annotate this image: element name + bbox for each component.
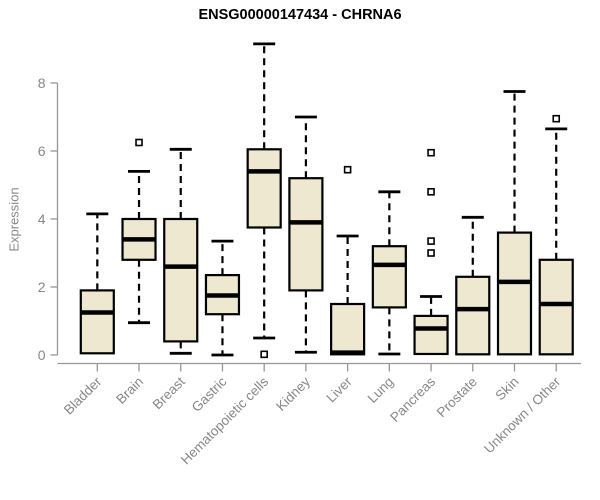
- outlier-point: [260, 350, 268, 359]
- outlier-point: [427, 237, 435, 245]
- x-tick-label: Unknown / Other: [481, 374, 564, 457]
- outlier-point: [552, 114, 561, 123]
- y-tick-label: 2: [38, 279, 46, 295]
- x-tick-label: Brain: [113, 374, 146, 407]
- iqr-box: [330, 302, 366, 356]
- iqr-box: [538, 258, 574, 356]
- outlier-point: [135, 138, 143, 147]
- x-tick-label: Liver: [323, 374, 355, 406]
- iqr-box: [79, 289, 115, 355]
- chart-title: ENSG00000147434 - CHRNA6: [198, 7, 402, 23]
- iqr-box: [246, 148, 282, 229]
- x-tick-label: Bladder: [61, 374, 105, 418]
- x-tick-label: Skin: [492, 374, 521, 403]
- iqr-box: [413, 314, 449, 356]
- iqr-box: [371, 245, 407, 309]
- iqr-box: [455, 275, 491, 356]
- x-tick-label: Kidney: [273, 374, 313, 414]
- y-tick-label: 0: [38, 347, 46, 363]
- x-tick-label: Prostate: [434, 374, 480, 420]
- x-tick-label: Lung: [365, 374, 397, 406]
- y-tick-label: 8: [38, 75, 46, 91]
- outlier-point: [343, 165, 352, 174]
- outlier-point: [427, 188, 435, 196]
- outlier-point: [427, 249, 435, 257]
- iqr-box: [288, 177, 324, 292]
- y-tick-label: 4: [38, 211, 46, 227]
- iqr-box: [163, 217, 199, 343]
- x-tick-label: Breast: [150, 374, 188, 412]
- y-tick-label: 6: [38, 143, 46, 159]
- iqr-box: [496, 231, 533, 356]
- outlier-point: [427, 148, 435, 157]
- y-axis-label: Expression: [6, 187, 22, 252]
- x-tick-label: Pancreas: [387, 374, 438, 425]
- x-tick-label: Gastric: [189, 374, 230, 415]
